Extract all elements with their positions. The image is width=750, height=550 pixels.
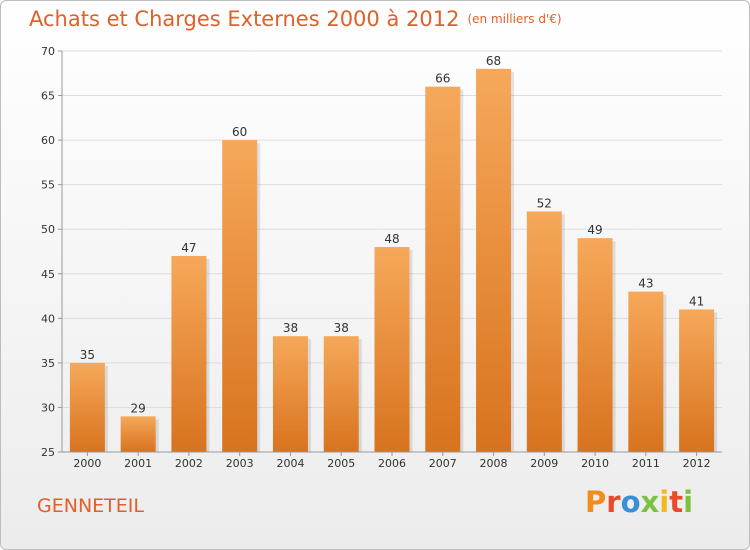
y-tick-label: 30	[41, 401, 55, 414]
bar-2009	[526, 211, 562, 452]
bar-2003	[222, 140, 258, 452]
x-tick-label: 2003	[226, 457, 254, 470]
bar-2010	[577, 238, 613, 452]
data-label: 49	[587, 223, 602, 237]
bar-2008	[476, 68, 512, 453]
x-tick-label: 2008	[480, 457, 508, 470]
y-tick-label: 25	[41, 446, 55, 459]
bar-2012	[679, 309, 715, 452]
x-tick-label: 2009	[530, 457, 558, 470]
x-tick-label: 2000	[73, 457, 101, 470]
chart-subtitle: (en milliers d'€)	[467, 12, 562, 26]
commune-name: GENNETEIL	[37, 495, 144, 517]
y-tick-label: 40	[41, 312, 55, 325]
y-tick-label: 50	[41, 223, 55, 236]
x-tick-label: 2005	[327, 457, 355, 470]
x-tick-label: 2010	[581, 457, 609, 470]
x-tick-label: 2006	[378, 457, 406, 470]
data-label: 52	[537, 196, 552, 210]
brand-letter: i	[659, 485, 670, 519]
x-tick-label: 2001	[124, 457, 152, 470]
y-tick-label: 65	[41, 90, 55, 103]
y-tick-label: 60	[41, 134, 55, 147]
x-tick-label: 2004	[276, 457, 304, 470]
y-tick-label: 35	[41, 357, 55, 370]
brand-letter: t	[669, 485, 684, 519]
data-label: 38	[283, 321, 298, 335]
data-label: 41	[689, 294, 704, 308]
bar-2002	[171, 255, 207, 452]
data-label: 60	[232, 125, 247, 139]
data-label: 47	[181, 241, 196, 255]
brand-letter: r	[606, 485, 621, 519]
data-label: 38	[334, 321, 349, 335]
brand-letter: o	[620, 485, 641, 519]
bar-2005	[323, 336, 359, 452]
bar-2004	[272, 336, 308, 452]
y-tick-label: 55	[41, 179, 55, 192]
brand-letter: i	[683, 485, 694, 519]
data-label: 48	[384, 232, 399, 246]
x-tick-label: 2011	[632, 457, 660, 470]
chart-title: Achats et Charges Externes 2000 à 2012 (e…	[29, 7, 562, 31]
x-tick-label: 2007	[429, 457, 457, 470]
brand-letter: x	[640, 485, 660, 519]
bar-2006	[374, 247, 410, 452]
bar-2007	[425, 86, 461, 453]
data-label: 66	[435, 72, 450, 86]
data-label: 29	[131, 401, 146, 415]
proxiti-logo: Proxiti	[585, 485, 693, 519]
y-tick-label: 70	[41, 45, 55, 58]
bar-2011	[628, 291, 664, 452]
chart-title-text: Achats et Charges Externes 2000 à 2012	[29, 7, 460, 31]
brand-letter: P	[585, 485, 607, 519]
x-tick-label: 2002	[175, 457, 203, 470]
x-tick-label: 2012	[683, 457, 711, 470]
y-tick-label: 45	[41, 268, 55, 281]
bar-2001	[120, 416, 156, 452]
data-label: 68	[486, 54, 501, 68]
bar-2000	[69, 362, 105, 452]
data-label: 35	[80, 348, 95, 362]
data-label: 43	[638, 277, 653, 291]
